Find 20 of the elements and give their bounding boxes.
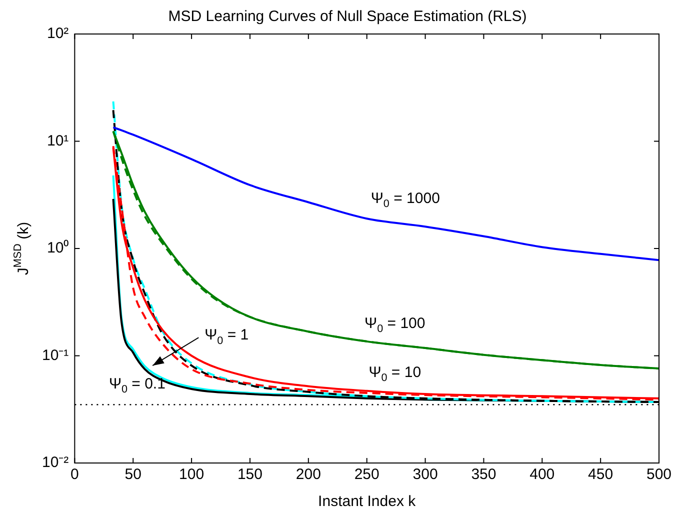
x-tick-label: 500 <box>646 466 672 484</box>
x-tick-label: 450 <box>588 466 614 484</box>
y-tick-label: 10⁰ <box>46 240 69 257</box>
x-tick-label: 150 <box>237 466 262 484</box>
x-tick-label: 50 <box>124 466 142 484</box>
y-tick-label: 10² <box>46 25 69 42</box>
x-axis-title: Instant Index k <box>318 493 416 510</box>
y-tick-label: 10⁻² <box>42 454 69 472</box>
x-tick-label: 400 <box>530 466 555 484</box>
y-axis-title: JMSD (k) <box>12 222 32 276</box>
x-tick-label: 350 <box>471 466 496 484</box>
chart-title: MSD Learning Curves of Null Space Estimation (RLS) <box>168 8 527 26</box>
y-tick-label: 10¹ <box>46 132 69 150</box>
x-tick-label: 100 <box>179 466 204 484</box>
line-series <box>112 126 659 262</box>
x-tick-label: 250 <box>354 466 380 484</box>
y-tick-label: 10⁻¹ <box>42 346 69 364</box>
x-tick-label: 0 <box>70 466 79 484</box>
x-tick-label: 300 <box>412 466 438 484</box>
x-tick-label: 200 <box>296 466 321 484</box>
